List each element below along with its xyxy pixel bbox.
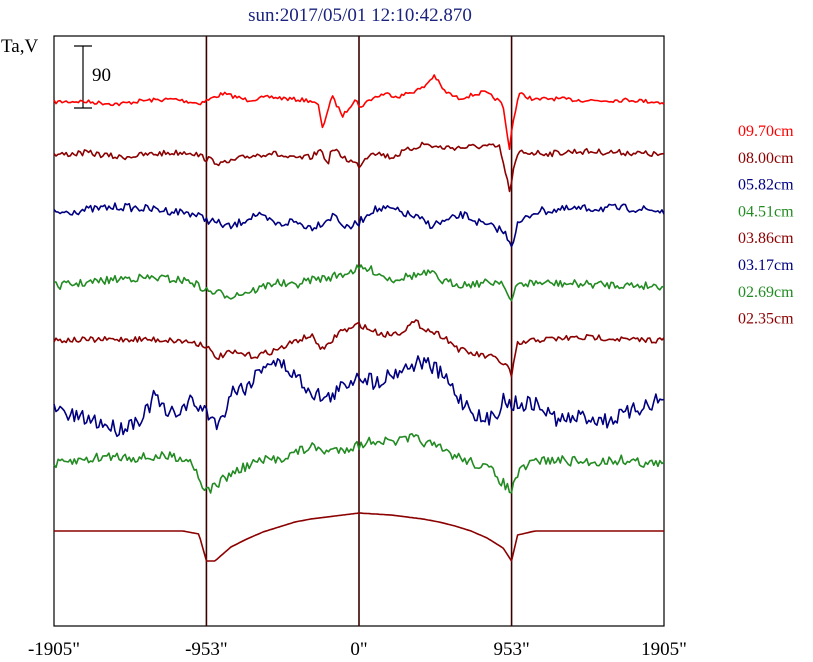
- legend-entry-2: 05.82cm: [738, 177, 794, 194]
- x-tick-label-1: -953": [185, 639, 228, 660]
- trace-series-0: [53, 74, 665, 151]
- legend-entry-1: 08.00cm: [738, 150, 794, 167]
- x-tick-label-4: 1905": [641, 639, 687, 660]
- legend-entry-6: 02.69cm: [738, 284, 794, 301]
- chart-title: sun:2017/05/01 12:10:42.870: [248, 5, 472, 26]
- x-tick-label-0: -1905": [28, 639, 80, 660]
- legend-entry-3: 04.51cm: [738, 203, 794, 220]
- trace-series-6: [53, 432, 665, 494]
- y-axis-label: Ta,V: [1, 36, 38, 57]
- x-tick-label-2: 0": [350, 639, 367, 660]
- trace-series-3: [54, 264, 665, 302]
- trace-series-7: [54, 512, 664, 562]
- legend-entry-7: 02.35cm: [738, 311, 794, 328]
- x-tick-label-3: 953": [493, 639, 529, 660]
- legend-entry-0: 09.70cm: [738, 123, 794, 140]
- trace-series-2: [53, 202, 665, 248]
- legend-entry-5: 03.17cm: [738, 257, 794, 274]
- trace-series-4: [53, 319, 665, 378]
- scale-bar: 90: [74, 45, 111, 109]
- legend-entry-4: 03.86cm: [738, 230, 794, 247]
- scale-bar-label: 90: [92, 65, 111, 86]
- trace-series-5: [53, 355, 665, 438]
- trace-series-1: [53, 141, 665, 193]
